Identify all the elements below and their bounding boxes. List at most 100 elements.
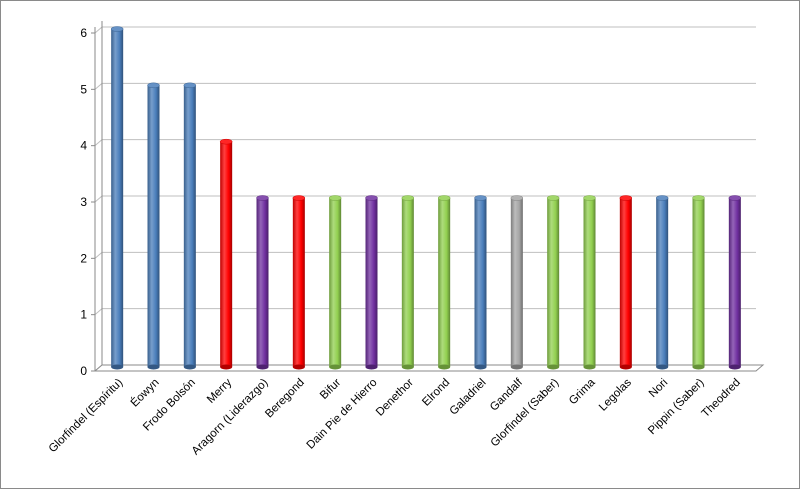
- bar-body: [583, 198, 596, 367]
- bar: [365, 195, 378, 370]
- x-tick-label: Nori: [647, 377, 670, 400]
- bar-body: [220, 141, 233, 367]
- x-tick-label: Grima: [567, 376, 598, 407]
- bar-body: [510, 198, 523, 367]
- bar-cap: [401, 195, 415, 201]
- y-tick-label: 4: [80, 139, 87, 153]
- bar-body: [329, 198, 342, 367]
- bar-cap: [292, 195, 306, 201]
- gridline-depth: [94, 195, 103, 203]
- bar-base: [111, 364, 124, 370]
- x-tick-label: Beregond: [263, 377, 307, 421]
- bar: [110, 26, 124, 370]
- bar-body: [183, 85, 196, 367]
- gridline-depth: [94, 139, 103, 147]
- bar-cap: [692, 195, 705, 201]
- bar-base: [292, 364, 305, 370]
- bar-cap: [655, 195, 669, 201]
- gridline-depth: [94, 308, 103, 316]
- x-tick-label: Elrond: [420, 377, 452, 409]
- bar: [474, 195, 487, 370]
- y-axis-ticks: 0 1 2 3 4 5 6: [80, 26, 87, 378]
- bar-cap: [437, 195, 451, 201]
- bar-base: [329, 364, 342, 370]
- bar-cap: [110, 26, 124, 32]
- bar-cap: [328, 195, 342, 201]
- bar-cap: [147, 82, 160, 89]
- bar-cap: [546, 195, 560, 201]
- plot-back-wall: [102, 21, 756, 365]
- bar-base: [619, 364, 632, 370]
- y-tick-label: 1: [80, 308, 87, 322]
- bar: [437, 195, 451, 370]
- x-tick-label: Bifur: [318, 377, 343, 402]
- x-tick-label: Dain Pie de Hierro: [305, 377, 380, 452]
- bar-cap: [256, 195, 269, 201]
- x-tick-label: Merry: [205, 376, 234, 405]
- gridline-depth: [94, 82, 103, 90]
- bar-cap: [474, 195, 487, 201]
- bar: [256, 195, 269, 370]
- bar-base: [474, 364, 487, 370]
- bar-base: [583, 364, 596, 370]
- x-tick-label: Glorfindel (Espíritu): [47, 377, 126, 456]
- bar-cap: [219, 138, 233, 145]
- bar-body: [111, 29, 124, 367]
- x-tick-label: Glorfindel (Saber): [489, 377, 562, 450]
- bar-body: [692, 198, 705, 367]
- bar-base: [728, 364, 741, 370]
- bar: [219, 138, 233, 370]
- bar-base: [147, 364, 160, 370]
- bar-base: [692, 364, 705, 370]
- x-tick-label: Denethor: [374, 377, 416, 419]
- bar-base: [656, 364, 669, 370]
- bar: [692, 195, 705, 370]
- bar-base: [401, 364, 414, 370]
- bar-body: [401, 198, 414, 367]
- bars: [110, 26, 742, 370]
- y-tick-label: 6: [80, 26, 87, 40]
- bar-body: [619, 198, 632, 367]
- bar-cap: [365, 195, 378, 201]
- y-tick-label: 3: [80, 195, 87, 209]
- bar: [655, 195, 669, 370]
- bar: [292, 195, 306, 370]
- bar-body: [547, 198, 560, 367]
- bar-cap: [510, 195, 524, 201]
- bar-base: [510, 364, 523, 370]
- grid-lines: [94, 21, 756, 372]
- x-tick-label: Legolas: [597, 376, 634, 413]
- y-tick-label: 0: [80, 364, 87, 378]
- bar-body: [147, 85, 160, 367]
- bar-base: [547, 364, 560, 370]
- bar-body: [365, 198, 378, 367]
- bar-base: [438, 364, 451, 370]
- x-tick-label: Gandalf: [488, 376, 526, 414]
- bar: [510, 195, 524, 370]
- x-tick-label: Galadriel: [448, 377, 489, 418]
- y-tick-label: 5: [80, 82, 87, 96]
- bar: [147, 82, 160, 370]
- bar-cap: [619, 195, 633, 201]
- bar-body: [292, 198, 305, 367]
- bar-body: [474, 198, 487, 367]
- gridline-depth: [94, 251, 103, 259]
- bar: [401, 195, 415, 370]
- bar: [546, 195, 560, 370]
- bar-base: [220, 364, 233, 370]
- bar-body: [656, 198, 669, 367]
- bar-base: [365, 364, 378, 370]
- bar-cap: [583, 195, 596, 201]
- bar: [728, 195, 742, 370]
- gridline-depth: [94, 26, 103, 34]
- bar: [619, 195, 633, 370]
- bar-body: [438, 198, 451, 367]
- bar-body: [728, 198, 741, 367]
- bar-body: [256, 198, 269, 367]
- bar-base: [183, 364, 196, 370]
- bar-cap: [728, 195, 742, 201]
- bar-cap: [183, 82, 197, 89]
